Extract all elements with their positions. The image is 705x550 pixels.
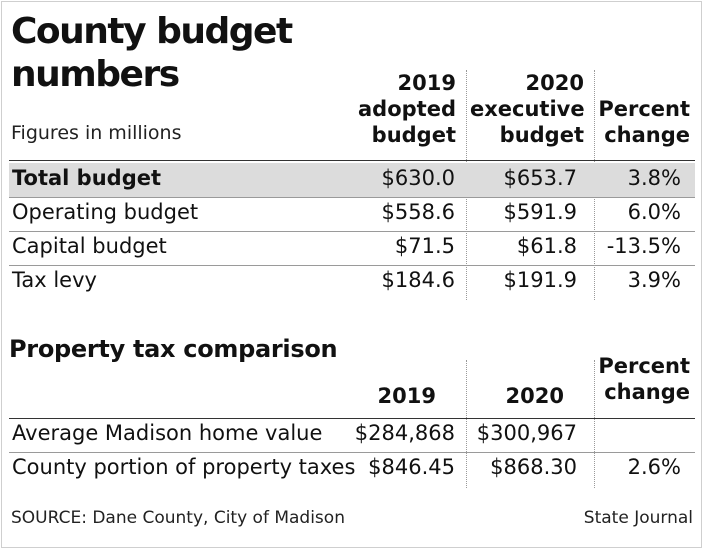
column-divider xyxy=(594,360,595,488)
row-label: Average Madison home value xyxy=(12,421,323,445)
row-label: County portion of property taxes xyxy=(12,455,356,479)
units-note: Figures in millions xyxy=(11,122,182,144)
header-2019-adopted-budget: 2019 adopted budget xyxy=(358,71,456,147)
header-2019: 2019 xyxy=(377,384,436,408)
value-2020: $591.9 xyxy=(503,200,577,224)
value-2019: $630.0 xyxy=(381,166,455,190)
percent-change: 3.8% xyxy=(627,166,681,190)
value-2020: $653.7 xyxy=(503,166,577,190)
row-label: Operating budget xyxy=(12,200,199,224)
value-2020: $61.8 xyxy=(516,234,577,258)
row-label: Capital budget xyxy=(12,234,167,258)
header-percent-change: Percent change xyxy=(598,97,690,147)
table-top-rule xyxy=(9,160,695,161)
row-divider xyxy=(9,265,695,266)
column-divider xyxy=(466,360,467,488)
publication-credit: State Journal xyxy=(583,508,693,528)
header-2020: 2020 xyxy=(505,384,564,408)
source-note: SOURCE: Dane County, City of Madison xyxy=(11,508,345,528)
value-2019: $846.45 xyxy=(368,455,455,479)
graphic-title: County budget numbers xyxy=(11,10,293,96)
value-2019: $184.6 xyxy=(381,268,455,292)
table-top-rule xyxy=(9,418,695,419)
percent-change: -13.5% xyxy=(606,234,681,258)
section-title-property-tax: Property tax comparison xyxy=(9,335,338,363)
percent-change: 3.9% xyxy=(627,268,681,292)
title-line-2: numbers xyxy=(11,54,180,95)
table-row-operating-budget: Operating budget $558.6 $591.9 6.0% xyxy=(9,197,695,231)
row-label: Tax levy xyxy=(12,268,97,292)
row-label: Total budget xyxy=(12,166,162,190)
header-2020-executive-budget: 2020 executive budget xyxy=(470,71,585,147)
percent-change: 6.0% xyxy=(627,200,681,224)
value-2019: $71.5 xyxy=(394,234,455,258)
row-divider xyxy=(9,197,695,198)
row-divider xyxy=(9,231,695,232)
value-2019: $558.6 xyxy=(381,200,455,224)
value-2019: $284,868 xyxy=(354,421,455,445)
percent-change: 2.6% xyxy=(627,455,681,479)
row-divider xyxy=(9,452,695,453)
table-row-home-value: Average Madison home value $284,868 $300… xyxy=(9,418,695,452)
value-2020: $191.9 xyxy=(503,268,577,292)
value-2020: $868.30 xyxy=(490,455,577,479)
table-row-county-property-taxes: County portion of property taxes $846.45… xyxy=(9,452,695,486)
value-2020: $300,967 xyxy=(476,421,577,445)
title-line-1: County budget xyxy=(11,11,293,52)
table-row-total-budget: Total budget $630.0 $653.7 3.8% xyxy=(9,163,695,197)
table-row-capital-budget: Capital budget $71.5 $61.8 -13.5% xyxy=(9,231,695,265)
header-percent-change: Percent change xyxy=(598,354,690,404)
table-row-tax-levy: Tax levy $184.6 $191.9 3.9% xyxy=(9,265,695,299)
